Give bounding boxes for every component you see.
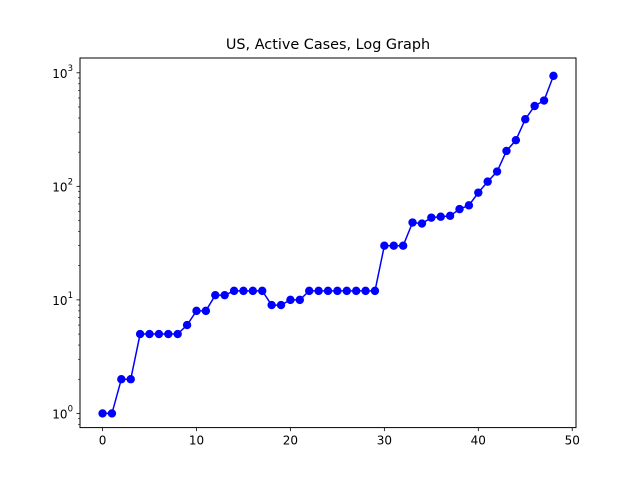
data-point (502, 146, 511, 156)
y-tick-base: 10 (52, 294, 67, 308)
data-point (145, 329, 154, 339)
y-tick-label: 103 (52, 64, 73, 81)
y-tick-exponent: 0 (68, 404, 73, 414)
data-point (192, 306, 201, 316)
y-tick-exponent: 3 (68, 64, 73, 74)
x-tick-label: 50 (565, 434, 580, 448)
data-point (107, 409, 117, 418)
data-point (258, 286, 267, 296)
y-tick-base: 10 (52, 67, 67, 81)
data-point (370, 286, 380, 296)
data-point (521, 115, 530, 124)
data-point (314, 286, 323, 296)
data-point (173, 329, 182, 339)
data-point (464, 201, 474, 210)
data-point (483, 177, 492, 186)
y-tick-base: 10 (52, 407, 67, 421)
data-point (211, 290, 220, 300)
axes-frame (79, 57, 577, 429)
data-point (220, 290, 229, 300)
data-point (239, 286, 248, 296)
data-point (511, 135, 521, 145)
data-point (333, 286, 342, 296)
data-point (351, 286, 361, 296)
x-tick-label: 20 (283, 434, 298, 448)
data-point (126, 375, 135, 384)
data-point (276, 300, 286, 310)
data-point (436, 212, 445, 221)
data-point (417, 219, 427, 228)
data-point (398, 241, 408, 250)
data-point (267, 300, 276, 310)
data-point (380, 241, 389, 250)
data-point (539, 96, 549, 105)
data-point (154, 329, 164, 339)
data-point (117, 375, 126, 384)
data-point (201, 306, 211, 316)
data-point (98, 409, 107, 418)
chart-title: US, Active Cases, Log Graph (226, 37, 430, 53)
y-tick-exponent: 1 (68, 291, 73, 301)
x-tick-label: 30 (377, 434, 392, 448)
data-point (408, 218, 417, 227)
data-point (286, 295, 295, 305)
data-point (445, 211, 455, 221)
data-point (549, 71, 558, 81)
data-point (455, 204, 464, 214)
x-tick-label: 40 (471, 434, 486, 448)
y-tick-base: 10 (52, 180, 67, 194)
data-point (474, 188, 483, 197)
data-point (492, 167, 502, 176)
data-point (164, 329, 173, 339)
data-point (182, 320, 192, 330)
data-point (361, 286, 370, 296)
y-tick-label: 101 (52, 291, 73, 308)
data-point (135, 329, 145, 339)
x-tick-label: 10 (189, 434, 204, 448)
y-tick-label: 102 (52, 177, 73, 194)
data-point (323, 286, 333, 296)
y-tick-label: 100 (52, 404, 73, 421)
y-tick-exponent: 2 (68, 177, 73, 187)
data-point (530, 101, 539, 111)
data-point (229, 286, 239, 296)
data-point (248, 286, 258, 296)
data-point (305, 286, 314, 296)
data-point (427, 213, 436, 222)
data-point (295, 295, 305, 305)
data-point (342, 286, 351, 296)
x-tick-label: 0 (99, 434, 107, 448)
data-point (389, 241, 398, 250)
